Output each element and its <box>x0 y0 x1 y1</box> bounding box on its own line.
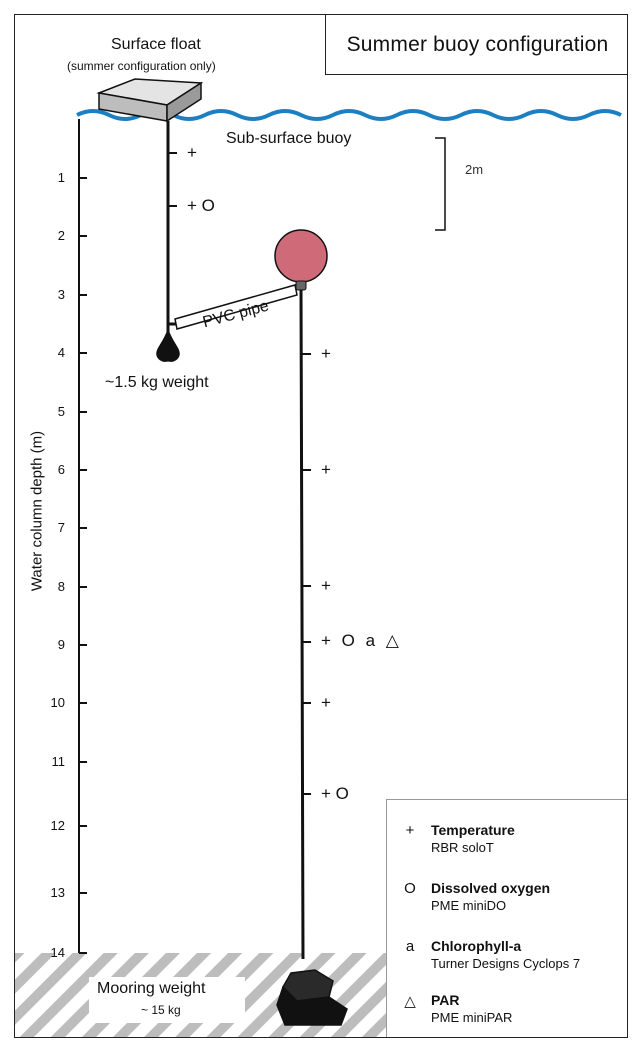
mooring-weight-shape <box>276 969 348 1026</box>
depth-tick-label-8: 8 <box>57 579 65 594</box>
surface-float-label: Surface float <box>111 36 201 53</box>
legend-title-dissolved-oxygen: Dissolved oxygen <box>431 880 551 896</box>
diagram-canvas <box>15 78 622 1037</box>
right-sensor-label-1: + <box>321 344 331 363</box>
left-line-sensor-marks <box>168 152 177 207</box>
depth-tick-label-3: 3 <box>57 287 65 302</box>
left-sensor-label-1: + <box>187 143 197 162</box>
legend-title-temperature: Temperature <box>431 822 515 838</box>
subsurface-buoy-shape <box>274 229 328 283</box>
depth-tick-label-13: 13 <box>50 885 65 900</box>
depth-tick-label-11: 11 <box>51 754 66 769</box>
legend-symbol-chlorophyll: a <box>405 938 415 955</box>
surface-float-note: (summer configuration only) <box>67 59 216 73</box>
legend-title-par: PAR <box>431 992 460 1008</box>
depth-tick-label-12: 12 <box>50 818 65 833</box>
subsurface-buoy-label: Sub-surface buoy <box>226 130 352 147</box>
depth-axis-ticks <box>79 177 87 954</box>
right-sensor-label-2: + <box>321 460 331 479</box>
small-weight-label: ~1.5 kg weight <box>105 374 209 391</box>
right-line-sensor-marks <box>302 353 311 795</box>
depth-tick-label-9: 9 <box>57 637 65 652</box>
mooring-weight-label: Mooring weight <box>97 980 206 997</box>
legend-sub-chlorophyll: Turner Designs Cyclops 7 <box>431 956 581 971</box>
diagram-title: Summer buoy configuration <box>325 15 627 75</box>
right-sensor-label-3: + <box>321 576 331 595</box>
scale-bracket <box>435 137 446 231</box>
left-sensor-label-2: + O <box>187 196 215 215</box>
depth-tick-label-5: 5 <box>57 404 65 419</box>
legend: + Temperature RBR soloT O Dissolved oxyg… <box>386 799 627 1037</box>
legend-sub-dissolved-oxygen: PME miniDO <box>431 898 507 913</box>
depth-axis-label: Water column depth (m) <box>28 430 46 592</box>
legend-symbol-dissolved-oxygen: O <box>404 880 416 897</box>
depth-tick-label-10: 10 <box>50 695 65 710</box>
depth-tick-label-6: 6 <box>57 462 65 477</box>
depth-tick-label-2: 2 <box>57 228 65 243</box>
right-sensor-label-6: + O <box>321 784 349 803</box>
diagram-frame: Summer buoy configuration Surface float … <box>14 14 628 1038</box>
depth-tick-label-1: 1 <box>57 170 65 185</box>
right-sensor-label-4: + O a △ <box>321 631 399 650</box>
depth-tick-label-7: 7 <box>57 520 65 535</box>
legend-symbol-par: △ <box>404 993 416 1010</box>
right-sensor-label-5: + <box>321 693 331 712</box>
legend-symbol-temperature: + <box>405 822 415 839</box>
small-weight-shape <box>156 328 180 362</box>
scale-bar-label: 2m <box>465 162 484 177</box>
legend-sub-par: PME miniPAR <box>431 1010 513 1025</box>
legend-title-chlorophyll: Chlorophyll-a <box>431 938 522 954</box>
mooring-weight-sub: ~ 15 kg <box>141 1003 181 1017</box>
mooring-weight-label-box: Mooring weight ~ 15 kg <box>89 977 245 1023</box>
depth-tick-label-14: 14 <box>50 945 65 960</box>
surface-float <box>96 78 204 123</box>
buoy-clip <box>295 280 307 291</box>
depth-tick-label-4: 4 <box>57 345 65 360</box>
legend-sub-temperature: RBR soloT <box>431 840 494 855</box>
mooring-line <box>299 289 305 960</box>
pvc-pipe-shape <box>168 284 298 330</box>
